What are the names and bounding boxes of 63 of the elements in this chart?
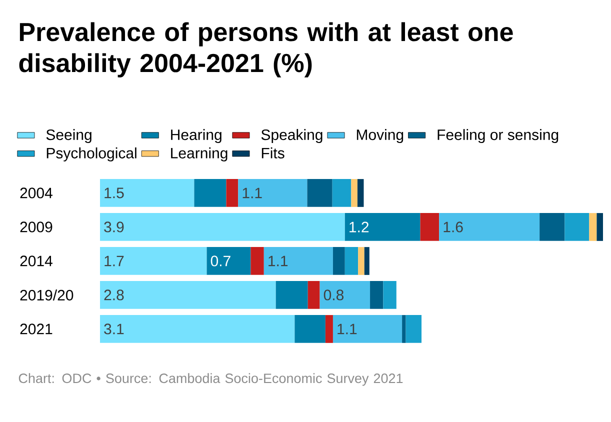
y-tick-label: 2004 [20, 188, 52, 198]
bar [206, 247, 251, 275]
bar [370, 281, 384, 309]
bar [100, 213, 345, 241]
bar [589, 213, 597, 241]
bar [320, 281, 370, 309]
bar [439, 213, 540, 241]
bar [383, 281, 396, 309]
legend-label: Fits [262, 147, 284, 158]
data-label: 0.7 [210, 256, 230, 266]
bar [276, 281, 308, 309]
data-label: 1.1 [338, 324, 357, 334]
data-label: 1.7 [104, 256, 124, 266]
bar [351, 179, 358, 207]
legend-label: Feeling or sensing [438, 129, 558, 144]
text: Chart: ODC • Source: Cambodia Socio-Economic Survey 2021 [18, 373, 403, 386]
bar [100, 179, 194, 207]
data-label: 1.5 [104, 188, 124, 198]
legend-label: Seeing [46, 129, 92, 144]
y-tick-label: 2014 [20, 256, 52, 266]
bar [357, 179, 364, 207]
bar [420, 213, 440, 241]
bar [406, 315, 422, 343]
bar [332, 247, 345, 275]
bar [100, 247, 207, 275]
legend-label: Psychological [46, 147, 136, 162]
bar [226, 179, 238, 207]
data-label: 0.8 [324, 290, 344, 300]
data-label: 1.1 [268, 256, 288, 266]
bar [100, 281, 276, 309]
legend-label: Learning [171, 147, 228, 162]
data-label: 1.1 [242, 188, 262, 198]
legend-label: Speaking [261, 129, 322, 144]
data-label: 3.1 [104, 324, 124, 334]
data-label: 1.6 [444, 222, 463, 232]
bar [540, 213, 565, 241]
y-tick-label: 2021 [20, 324, 52, 334]
bar [358, 247, 364, 275]
bar [308, 281, 320, 309]
bar [402, 315, 406, 343]
bar [344, 247, 358, 275]
bar [194, 179, 226, 207]
legend-label: Moving [356, 129, 404, 144]
bar [238, 179, 308, 207]
legend-label: Hearing [171, 129, 222, 144]
bar [250, 247, 264, 275]
bar [596, 213, 603, 241]
chart-title: Prevalence of persons with at least one disability 2004-2021 (%) [19, 22, 513, 78]
data-label: 2.8 [104, 290, 124, 300]
bar [332, 315, 402, 343]
bar [332, 179, 352, 207]
data-label: 3.9 [104, 222, 124, 232]
bar [307, 179, 332, 207]
bar [100, 315, 295, 343]
bar [264, 247, 333, 275]
y-tick-label: 2019/20 [20, 289, 74, 300]
bar [325, 315, 333, 343]
data-label: 1.2 [350, 222, 369, 232]
bar [344, 213, 420, 241]
bar [364, 247, 370, 275]
y-tick-label: 2009 [20, 222, 52, 232]
bar [294, 315, 326, 343]
bar [564, 213, 590, 241]
